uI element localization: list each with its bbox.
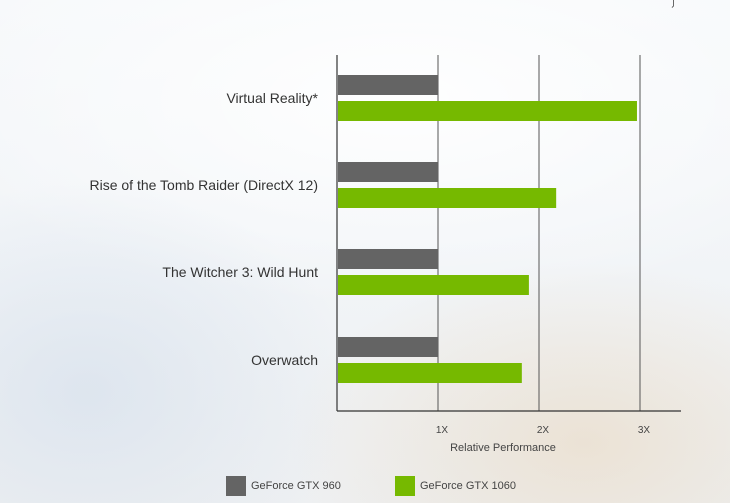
bar-gtx1060-2 [338,188,557,208]
bar-gtx1060-4 [338,363,522,383]
category-labels: Virtual Reality* Rise of the Tomb Raider … [90,90,319,368]
legend-item-gtx960: GeForce GTX 960 [226,476,341,496]
bars [338,75,637,383]
bar-gtx1060-1 [338,101,637,121]
legend-swatch-gtx960 [226,476,246,496]
corner-mark-icon: ❳ [668,0,679,8]
bar-gtx960-3 [338,249,438,269]
legend-swatch-gtx1060 [395,476,415,496]
x-tick-label-1: 1X [436,425,449,436]
category-label-3: The Witcher 3: Wild Hunt [162,264,318,280]
bar-chart: Virtual Reality* Rise of the Tomb Raider … [90,55,681,454]
category-label-4: Overwatch [251,352,318,368]
legend-label-gtx1060: GeForce GTX 1060 [420,480,516,492]
x-axis-title: Relative Performance [450,442,556,454]
bar-gtx960-4 [338,337,438,357]
bar-gtx1060-3 [338,275,529,295]
x-tick-label-2: 2X [537,425,550,436]
x-tick-label-3: 3X [638,425,651,436]
bar-gtx960-1 [338,75,438,95]
legend: GeForce GTX 960 GeForce GTX 1060 [0,476,730,500]
axes [336,55,681,412]
x-tick-labels: 1X 2X 3X [436,425,651,436]
bar-gtx960-2 [338,162,438,182]
legend-item-gtx1060: GeForce GTX 1060 [395,476,516,496]
category-label-2: Rise of the Tomb Raider (DirectX 12) [90,177,319,193]
legend-label-gtx960: GeForce GTX 960 [251,480,341,492]
category-label-1: Virtual Reality* [226,90,318,106]
